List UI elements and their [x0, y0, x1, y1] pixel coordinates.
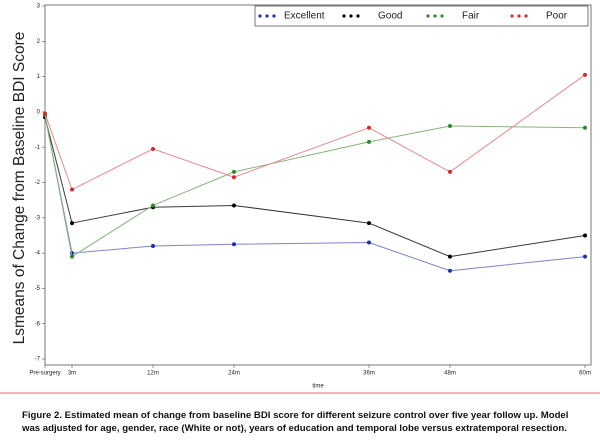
y-tick-label: 1 [37, 74, 41, 80]
legend-label: Good [378, 11, 402, 22]
legend-marker [342, 14, 346, 18]
series-line [44, 115, 586, 258]
legend-marker [258, 14, 262, 18]
point [151, 244, 155, 249]
y-tick-label: -1 [35, 145, 41, 151]
x-axis-title: time [312, 384, 324, 390]
y-tick-label: -5 [35, 286, 41, 292]
legend-label: Fair [462, 11, 480, 22]
point [583, 125, 587, 130]
point [232, 175, 236, 180]
point [151, 146, 155, 151]
y-tick-label: 3 [37, 4, 41, 10]
point [367, 221, 371, 226]
y-tick-label: 2 [37, 39, 41, 45]
y-tick-label: -7 [35, 357, 41, 363]
point [583, 72, 587, 77]
y-tick-label: -4 [35, 251, 41, 257]
point [448, 124, 452, 129]
caption: Figure 2. Estimated mean of change from … [22, 410, 569, 434]
legend-label: Poor [546, 11, 568, 22]
legend-marker [440, 14, 444, 18]
legend-box [254, 5, 589, 27]
y-tick-label: -6 [35, 321, 41, 327]
x-tick-label: Pre-surgery [29, 371, 60, 377]
legend-marker [433, 14, 437, 18]
x-tick-label: 48m [444, 371, 456, 377]
point [367, 240, 371, 245]
legend-marker [265, 14, 269, 18]
point [70, 221, 74, 226]
legend-marker [426, 14, 430, 18]
plot-frame [44, 4, 592, 366]
legend-marker [349, 14, 353, 18]
legend-marker [517, 14, 521, 18]
y-tick-label: 0 [37, 109, 41, 115]
point [232, 242, 236, 247]
point [70, 254, 74, 259]
y-axis-title: Lsmeans of Change from Baseline BDI Scor… [11, 32, 28, 345]
point [367, 125, 371, 130]
point [367, 139, 371, 144]
point [151, 203, 155, 208]
point [583, 254, 587, 259]
x-tick-label: 36m [363, 371, 375, 377]
legend-marker [356, 14, 360, 18]
y-tick-label: -3 [35, 215, 41, 221]
point [43, 111, 47, 116]
x-tick-label: 12m [147, 371, 159, 377]
series-line [44, 74, 586, 191]
legend-label: Excellent [284, 11, 325, 22]
point [583, 233, 587, 238]
point [448, 268, 452, 273]
series-line [44, 117, 586, 258]
x-tick-label: 24m [228, 371, 240, 377]
y-tick-label: -2 [35, 180, 41, 186]
point [232, 203, 236, 208]
point [232, 169, 236, 174]
series-line [44, 115, 586, 272]
legend-marker [524, 14, 528, 18]
point [70, 187, 74, 192]
point [448, 254, 452, 259]
legend-marker [510, 14, 514, 18]
point [448, 169, 452, 174]
x-tick-label: 3m [68, 371, 76, 377]
x-tick-label: 60m [579, 371, 591, 377]
legend-marker [272, 14, 276, 18]
